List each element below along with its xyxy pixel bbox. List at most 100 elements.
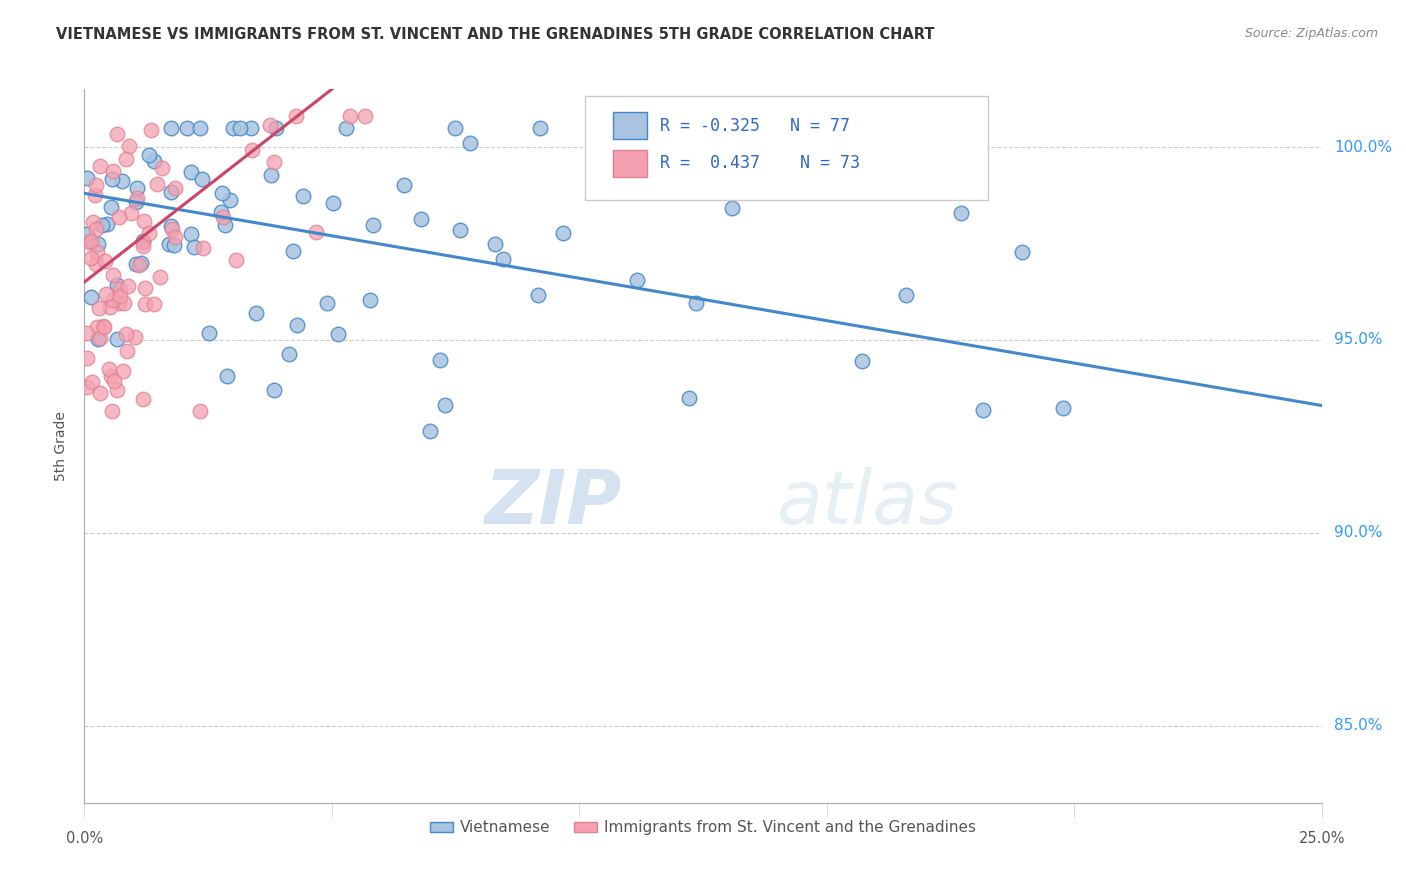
Point (492, 252, 515, 266)
Point (101, 293, 124, 307)
Point (409, 212, 432, 227)
Point (87, 237, 110, 252)
Point (484, 236, 506, 251)
Point (209, 204, 232, 219)
Point (89, 331, 111, 345)
Text: R =  0.437    N = 73: R = 0.437 N = 73 (659, 154, 859, 172)
Point (328, 326, 350, 341)
Text: ZIP: ZIP (485, 467, 623, 540)
Point (96, 286, 118, 301)
Point (87, 301, 110, 315)
Point (429, 353, 451, 368)
Point (191, 171, 214, 186)
Point (89, 159, 111, 173)
Point (132, 239, 155, 253)
Point (112, 296, 135, 310)
Text: 85.0%: 85.0% (1334, 718, 1382, 733)
Point (80, 290, 103, 304)
Point (132, 214, 155, 228)
Point (141, 122, 163, 136)
Point (80, 252, 103, 266)
Point (159, 185, 181, 199)
Point (354, 109, 377, 123)
Point (76, 170, 98, 185)
Point (87, 332, 110, 346)
Point (76, 351, 98, 366)
Point (97, 361, 120, 376)
Point (972, 403, 994, 417)
Point (292, 189, 315, 203)
Point (160, 120, 183, 135)
Point (163, 180, 186, 194)
Point (392, 178, 415, 192)
Point (84, 187, 107, 202)
Point (150, 161, 173, 175)
Point (188, 403, 211, 417)
Y-axis label: 5th Grade: 5th Grade (53, 411, 67, 481)
Point (108, 296, 131, 310)
Point (112, 363, 135, 377)
Point (134, 281, 156, 295)
Point (163, 230, 186, 244)
Point (91, 218, 114, 232)
Point (285, 318, 308, 332)
Point (183, 239, 205, 253)
Text: 90.0%: 90.0% (1334, 525, 1382, 541)
Point (138, 148, 160, 162)
Point (263, 155, 285, 169)
Point (111, 174, 134, 188)
Point (163, 238, 186, 252)
Point (212, 210, 235, 224)
Point (100, 369, 122, 384)
Bar (613, 150, 647, 177)
Point (245, 306, 267, 320)
Point (180, 227, 202, 241)
Point (125, 195, 148, 210)
Point (264, 120, 287, 135)
Point (86, 320, 108, 334)
Point (114, 152, 136, 166)
Point (110, 282, 132, 296)
Point (120, 205, 142, 219)
Point (211, 186, 233, 201)
Point (721, 201, 744, 215)
Point (278, 346, 301, 360)
Point (138, 227, 160, 241)
Point (80, 234, 103, 248)
Point (146, 177, 169, 191)
Point (176, 120, 198, 135)
Point (82, 375, 104, 389)
Point (100, 403, 122, 417)
Point (229, 120, 252, 135)
Point (131, 392, 153, 406)
Point (894, 288, 917, 302)
Point (900, 164, 922, 178)
Point (86, 178, 108, 193)
Point (433, 398, 456, 412)
Point (851, 353, 873, 368)
Point (190, 120, 212, 135)
FancyBboxPatch shape (585, 96, 987, 200)
Point (219, 193, 242, 207)
Point (101, 164, 124, 178)
Point (305, 225, 328, 239)
Point (91, 319, 114, 334)
Point (162, 222, 184, 236)
Point (103, 268, 125, 282)
Point (322, 196, 344, 211)
Text: VIETNAMESE VS IMMIGRANTS FROM ST. VINCENT AND THE GRENADINES 5TH GRADE CORRELATI: VIETNAMESE VS IMMIGRANTS FROM ST. VINCEN… (56, 27, 935, 42)
Point (108, 289, 131, 303)
Point (76, 379, 98, 393)
Point (148, 269, 170, 284)
Point (551, 226, 574, 240)
Point (526, 288, 548, 302)
Point (96, 217, 118, 231)
Point (103, 374, 125, 388)
Point (240, 143, 263, 157)
Point (128, 258, 150, 272)
Text: R = -0.325   N = 77: R = -0.325 N = 77 (659, 117, 849, 135)
Point (76, 227, 98, 242)
Point (263, 383, 285, 397)
Point (285, 109, 308, 123)
Point (225, 253, 247, 268)
